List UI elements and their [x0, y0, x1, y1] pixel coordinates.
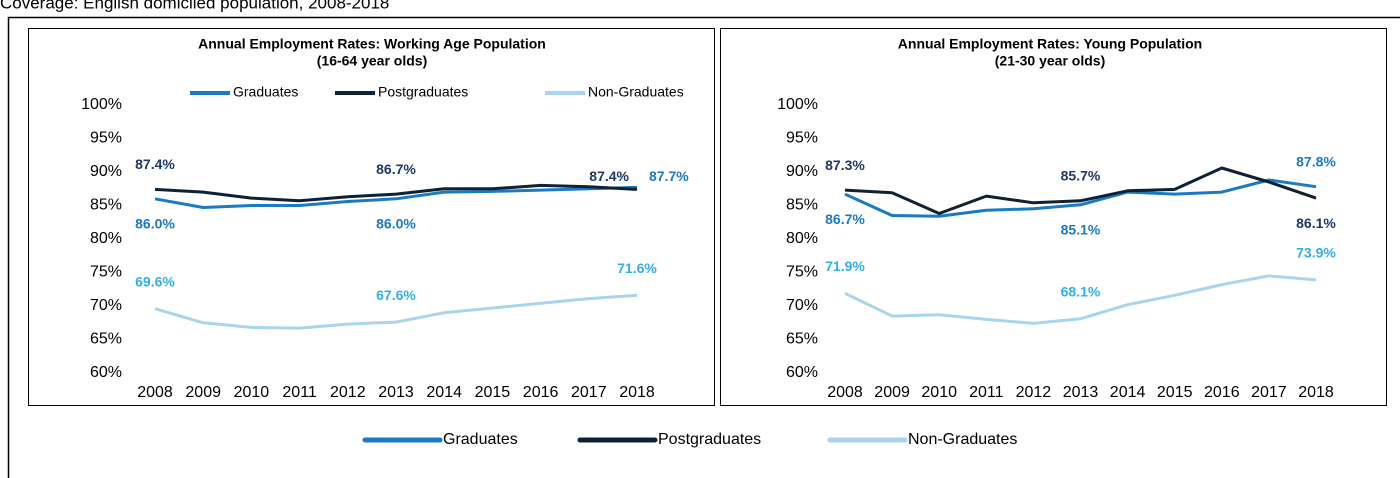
data-label: 71.6%: [617, 260, 657, 276]
data-label: 86.0%: [135, 216, 175, 232]
y-tick-label: 70%: [786, 297, 818, 314]
data-label: 86.7%: [825, 211, 865, 227]
data-label: 87.3%: [825, 157, 865, 173]
y-tick-label: 60%: [786, 364, 818, 381]
legend-label: Postgraduates: [378, 84, 468, 100]
y-tick-label: 75%: [786, 264, 818, 281]
data-label: 86.0%: [376, 216, 416, 232]
x-tick-label: 2016: [1204, 384, 1240, 401]
x-tick-label: 2011: [282, 384, 317, 401]
data-label: 87.4%: [135, 156, 175, 172]
series-line: [154, 185, 638, 209]
x-tick-label: 2013: [378, 384, 414, 401]
x-tick-label: 2014: [1110, 384, 1146, 401]
data-label: 73.9%: [1296, 245, 1336, 261]
y-tick-label: 85%: [786, 197, 818, 214]
legend-label: Non-Graduates: [588, 84, 684, 100]
x-tick-label: 2018: [1298, 384, 1334, 401]
series-line: [844, 178, 1317, 218]
x-tick-label: 2009: [874, 384, 910, 401]
y-tick-label: 90%: [786, 163, 818, 180]
data-label: 87.7%: [649, 168, 689, 184]
y-tick-label: 75%: [90, 264, 122, 281]
y-tick-label: 95%: [786, 130, 818, 147]
series-line: [154, 293, 638, 330]
data-label: 86.1%: [1296, 215, 1336, 231]
x-tick-label: 2012: [1016, 384, 1052, 401]
x-tick-label: 2008: [137, 384, 173, 401]
y-tick-label: 80%: [786, 230, 818, 247]
y-tick-label: 100%: [81, 96, 122, 113]
series-line: [154, 183, 638, 203]
x-tick-label: 2014: [426, 384, 462, 401]
legend-label: Non-Graduates: [908, 431, 1017, 448]
x-tick-label: 2017: [1251, 384, 1287, 401]
x-tick-label: 2013: [1063, 384, 1099, 401]
data-label: 85.7%: [1061, 168, 1101, 184]
legend-label: Postgraduates: [658, 431, 761, 448]
series-line: [844, 274, 1317, 325]
chart-frame: [720, 28, 1387, 406]
x-tick-label: 2009: [185, 384, 221, 401]
chart-subtitle: (21-30 year olds): [995, 53, 1106, 69]
series-line: [844, 166, 1317, 215]
y-tick-label: 80%: [90, 230, 122, 247]
coverage: Coverage: English domiciled population, …: [0, 0, 389, 12]
x-tick-label: 2011: [969, 384, 1004, 401]
chart-title: Annual Employment Rates: Working Age Pop…: [198, 36, 546, 52]
data-label: 85.1%: [1061, 222, 1101, 238]
y-tick-label: 65%: [90, 331, 122, 348]
y-tick-label: 85%: [90, 197, 122, 214]
chart-title: Annual Employment Rates: Young Populatio…: [898, 36, 1202, 52]
data-label: 69.6%: [135, 273, 175, 289]
y-tick-label: 90%: [90, 163, 122, 180]
x-tick-label: 2010: [234, 384, 270, 401]
x-tick-label: 2016: [523, 384, 559, 401]
y-tick-label: 65%: [786, 331, 818, 348]
data-label: 67.6%: [376, 287, 416, 303]
data-label: 71.9%: [825, 258, 865, 274]
data-label: 87.4%: [589, 168, 629, 184]
legend-label: Graduates: [443, 431, 518, 448]
chart-frame: [28, 28, 715, 406]
x-tick-label: 2015: [1157, 384, 1193, 401]
x-tick-label: 2012: [330, 384, 366, 401]
outer-frame: [7, 16, 1400, 478]
x-tick-label: 2010: [921, 384, 957, 401]
legend-label: Graduates: [233, 84, 298, 100]
chart-subtitle: (16-64 year olds): [317, 53, 428, 69]
y-tick-label: 70%: [90, 297, 122, 314]
x-tick-label: 2015: [475, 384, 511, 401]
data-label: 86.7%: [376, 161, 416, 177]
data-label: 87.8%: [1296, 153, 1336, 169]
x-tick-label: 2018: [619, 384, 655, 401]
x-tick-label: 2008: [827, 384, 863, 401]
y-tick-label: 100%: [777, 96, 818, 113]
y-tick-label: 95%: [90, 130, 122, 147]
x-tick-label: 2017: [571, 384, 607, 401]
data-label: 68.1%: [1061, 283, 1101, 299]
y-tick-label: 60%: [90, 364, 122, 381]
